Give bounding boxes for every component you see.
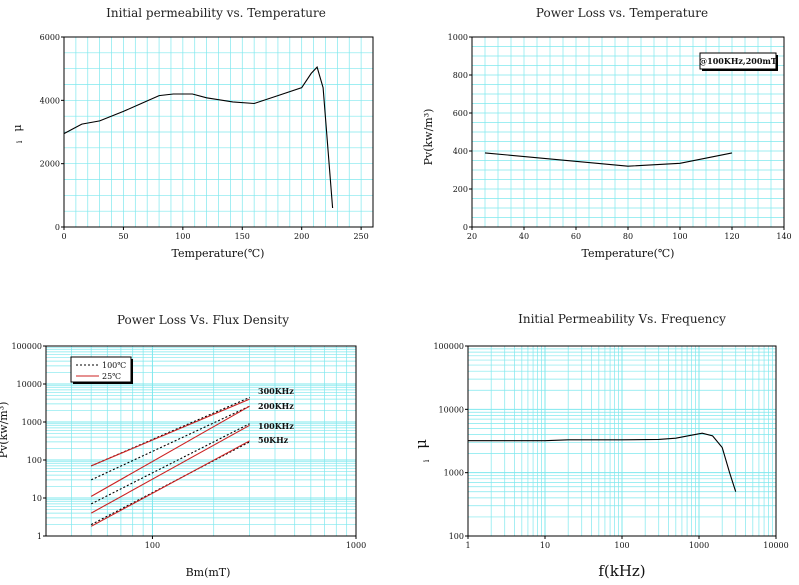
chart-powerloss-fluxdensity: Power Loss Vs. Flux Density 100 100011010… — [0, 313, 366, 579]
chart1-series — [63, 66, 334, 209]
y-tick-label: 800 — [453, 71, 468, 80]
chart2-ticks: 20 40 60 80 100 120 140 0 200 400 600 800 1000 — [448, 33, 792, 241]
chart1-grid — [63, 36, 374, 228]
chart2-frame — [471, 36, 785, 228]
chart3-frame — [45, 345, 357, 537]
chart4-frame — [467, 345, 777, 537]
y-tick-label: 4000 — [40, 96, 60, 105]
x-tick-label: 100 — [145, 541, 160, 550]
x-tick-label: 0 — [61, 232, 66, 241]
y-tick-label: 1000 — [444, 469, 464, 478]
curve-label-100khz: 100KHz — [258, 421, 294, 431]
x-tick-label: 120 — [724, 232, 739, 241]
chart3-series — [90, 396, 250, 527]
x-tick-label: 60 — [571, 232, 581, 241]
chart2-annotation-box: @100KHz,200mT — [699, 52, 778, 71]
curve-label-300khz: 300KHz — [258, 386, 294, 396]
x-tick-label: 10000 — [763, 541, 788, 550]
chart1-xlabel: Temperature(℃) — [172, 247, 265, 260]
y-tick-label: 100 — [449, 532, 464, 541]
series-line-300khz-25c — [90, 398, 250, 467]
curve-label-200khz: 200KHz — [258, 401, 294, 411]
chart1-title: Initial permeability vs. Temperature — [106, 6, 326, 20]
x-tick-label: 40 — [519, 232, 529, 241]
series-line-0 — [63, 66, 334, 209]
curve-label-50khz: 50KHz — [258, 435, 289, 445]
chart2-ylabel: Pv(kw/m³) — [422, 109, 435, 166]
series-line-0 — [484, 152, 733, 167]
chart4-series — [468, 432, 737, 492]
series-line-50khz-25c — [90, 440, 250, 527]
y-tick-label: 2000 — [40, 160, 60, 169]
x-tick-label: 140 — [776, 232, 791, 241]
y-tick-label: 10000 — [17, 380, 42, 389]
y-tick-label: 100 — [27, 456, 42, 465]
chart1-frame — [63, 36, 374, 228]
chart4-ylabel: μ — [412, 439, 430, 449]
x-tick-label: 20 — [467, 232, 477, 241]
y-tick-label: 10 — [32, 494, 42, 503]
chart3-legend: 100℃ 25℃ — [70, 356, 133, 384]
chart-powerloss-temperature: Power Loss vs. Temperature 20 40 60 80 100 12… — [422, 6, 792, 260]
x-tick-label: 80 — [623, 232, 633, 241]
y-tick-label: 1 — [37, 532, 42, 541]
y-tick-label: 0 — [55, 223, 60, 232]
chart4-grid — [467, 346, 776, 537]
chart4-title: Initial Permeability Vs. Frequency — [518, 312, 726, 326]
x-tick-label: 200 — [294, 232, 309, 241]
chart1-ticks: 0 50 100 150 200 250 0 2000 4000 6000 — [40, 33, 369, 241]
x-tick-label: 100 — [672, 232, 687, 241]
series-line-200khz-25c — [90, 405, 250, 497]
series-line-0 — [468, 432, 737, 492]
legend-entry-25c: 25℃ — [102, 372, 121, 381]
chart4-xlabel: f(kHz) — [598, 562, 645, 580]
y-tick-label: 100000 — [433, 342, 464, 351]
x-tick-label: 1000 — [689, 541, 709, 550]
series-line-100khz-25c — [90, 424, 250, 514]
chart2-annotation: @100KHz,200mT — [699, 56, 777, 66]
x-tick-label: 1000 — [346, 541, 366, 550]
legend-entry-100c: 100℃ — [102, 361, 126, 370]
x-tick-label: 50 — [118, 232, 128, 241]
y-tick-label: 200 — [453, 185, 468, 194]
chart3-ylabel: Pv(kw/m³) — [0, 402, 10, 459]
chart2-title: Power Loss vs. Temperature — [536, 6, 708, 20]
x-tick-label: 150 — [235, 232, 250, 241]
x-tick-label: 100 — [614, 541, 629, 550]
chart2-xlabel: Temperature(℃) — [582, 247, 675, 260]
chart3-xlabel: Bm(mT) — [186, 566, 231, 579]
chart4-ylabel-sub: i — [422, 459, 431, 462]
y-tick-label: 0 — [463, 223, 468, 232]
x-tick-label: 100 — [175, 232, 190, 241]
chart1-ylabel: μ — [11, 124, 24, 131]
x-tick-label: 10 — [540, 541, 550, 550]
y-tick-label: 400 — [453, 147, 468, 156]
chart4-ticks: 1 10 100 1000 10000 100 1000 10000 100000 — [433, 342, 788, 550]
x-tick-label: 1 — [465, 541, 470, 550]
x-tick-label: 250 — [353, 232, 368, 241]
y-tick-label: 1000 — [22, 418, 42, 427]
series-line-200khz-100c — [90, 405, 250, 481]
chart3-ticks: 100 1000 1 10 100 1000 10000 100000 — [11, 342, 366, 550]
y-tick-label: 100000 — [11, 342, 42, 351]
y-tick-label: 6000 — [40, 33, 60, 42]
y-tick-label: 600 — [453, 109, 468, 118]
chart-permeability-temperature: Initial permeability vs. Temperature 0 50… — [11, 6, 374, 260]
chart2-series — [484, 152, 733, 167]
chart3-title: Power Loss Vs. Flux Density — [117, 313, 289, 327]
chart1-ylabel-sub: i — [15, 140, 24, 143]
y-tick-label: 1000 — [448, 33, 468, 42]
chart-permeability-frequency: Initial Permeability Vs. Frequency 1 10 10… — [412, 312, 789, 580]
y-tick-label: 10000 — [439, 405, 464, 414]
series-line-100khz-100c — [90, 423, 250, 505]
